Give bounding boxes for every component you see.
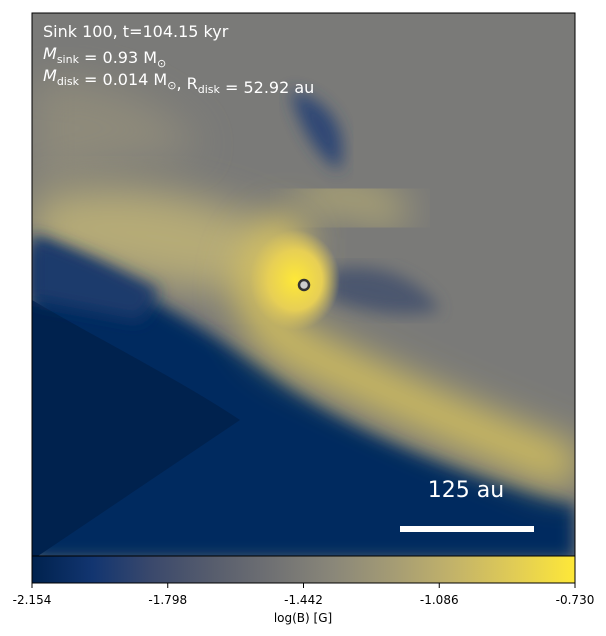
annotation-text: = 0.93 M [79, 48, 157, 67]
annotation-text: , R [176, 74, 197, 93]
annotation-text: Sink 100, t=104.15 kyr [43, 22, 229, 41]
annotation-line: Mdisk = 0.014 M⊙, Rdisk = 52.92 au [43, 66, 314, 97]
subscript: ⊙ [157, 57, 166, 70]
annotation-line: Msink = 0.93 M⊙ [43, 44, 166, 70]
subscript: ⊙ [167, 79, 176, 92]
scale-bar-label: 125 au [428, 478, 504, 503]
subscript: disk [198, 83, 221, 96]
colorbar-tick-label: -1.442 [284, 593, 323, 607]
field-image [32, 13, 575, 556]
colorbar-tick-label: -1.798 [148, 593, 187, 607]
colorbar-tick-label: -0.730 [556, 593, 595, 607]
annotation-text: M [43, 66, 57, 85]
annotation-text: = 52.92 au [220, 78, 314, 97]
colorbar-ticks: -2.154 -1.798 -1.442 -1.086 -0.730 [13, 583, 595, 607]
annotation-text: M [43, 44, 57, 63]
colorbar-tick-label: -1.086 [420, 593, 459, 607]
annotation-line: Sink 100, t=104.15 kyr [43, 22, 229, 41]
colorbar-label: log(B) [G] [274, 611, 332, 625]
colorbar [31, 555, 576, 584]
sink-marker [297, 278, 311, 292]
annotation-text: = 0.014 M [79, 70, 167, 89]
subscript: sink [57, 53, 80, 66]
subscript: disk [57, 75, 80, 88]
colorbar-tick-label: -2.154 [13, 593, 52, 607]
